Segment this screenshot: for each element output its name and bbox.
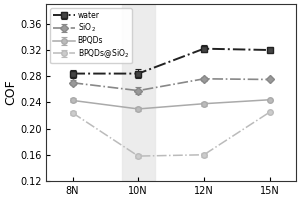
Y-axis label: COF: COF (4, 80, 17, 105)
Legend: water, SiO$_2$, BPQDs, BPQDs@SiO$_2$: water, SiO$_2$, BPQDs, BPQDs@SiO$_2$ (50, 8, 132, 63)
Bar (122, 4, 155, 181)
